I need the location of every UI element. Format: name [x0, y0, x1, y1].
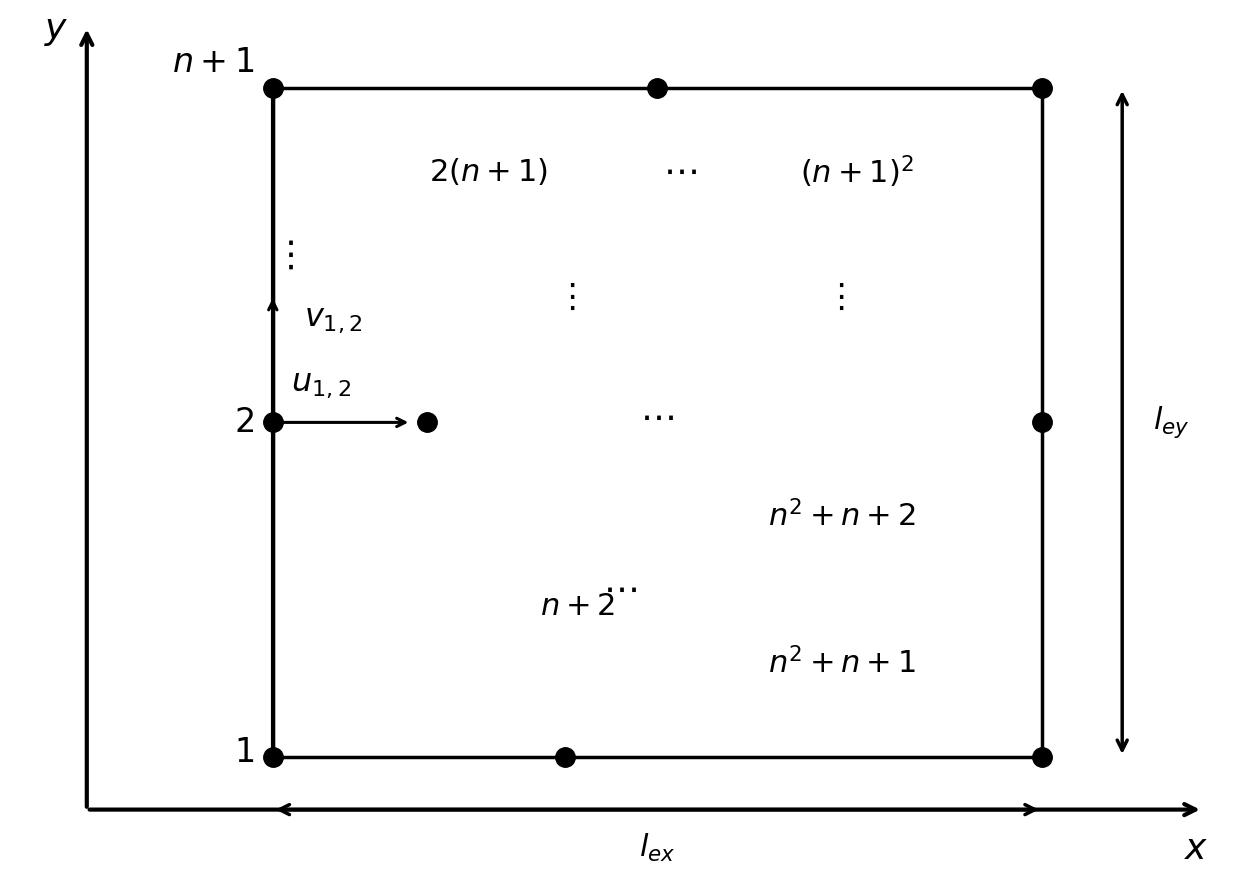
Text: $(n+1)^2$: $(n+1)^2$ [800, 153, 914, 190]
Text: $2$: $2$ [234, 406, 254, 439]
Text: $n+2$: $n+2$ [539, 592, 615, 620]
Text: $v_{1,2}$: $v_{1,2}$ [304, 304, 362, 335]
Text: $y$: $y$ [43, 14, 68, 48]
Text: $u_{1,2}$: $u_{1,2}$ [291, 370, 351, 400]
Text: $\cdots$: $\cdots$ [640, 401, 675, 435]
Text: $\cdots$: $\cdots$ [603, 573, 637, 606]
Text: $\vdots$: $\vdots$ [554, 281, 575, 313]
Text: $l_{ex}$: $l_{ex}$ [639, 832, 676, 863]
Text: $\vdots$: $\vdots$ [823, 281, 844, 313]
Text: $2(n+1)$: $2(n+1)$ [429, 156, 547, 187]
Text: $x$: $x$ [1184, 832, 1209, 866]
Text: $\vdots$: $\vdots$ [272, 238, 294, 272]
Text: $l_{ey}$: $l_{ey}$ [1153, 405, 1189, 440]
Text: $n^2+n+1$: $n^2+n+1$ [768, 647, 915, 679]
Text: $n+1$: $n+1$ [172, 46, 254, 79]
Text: $1$: $1$ [234, 736, 254, 769]
Text: $\cdots$: $\cdots$ [663, 155, 697, 188]
Text: $n^2+n+2$: $n^2+n+2$ [768, 500, 915, 532]
